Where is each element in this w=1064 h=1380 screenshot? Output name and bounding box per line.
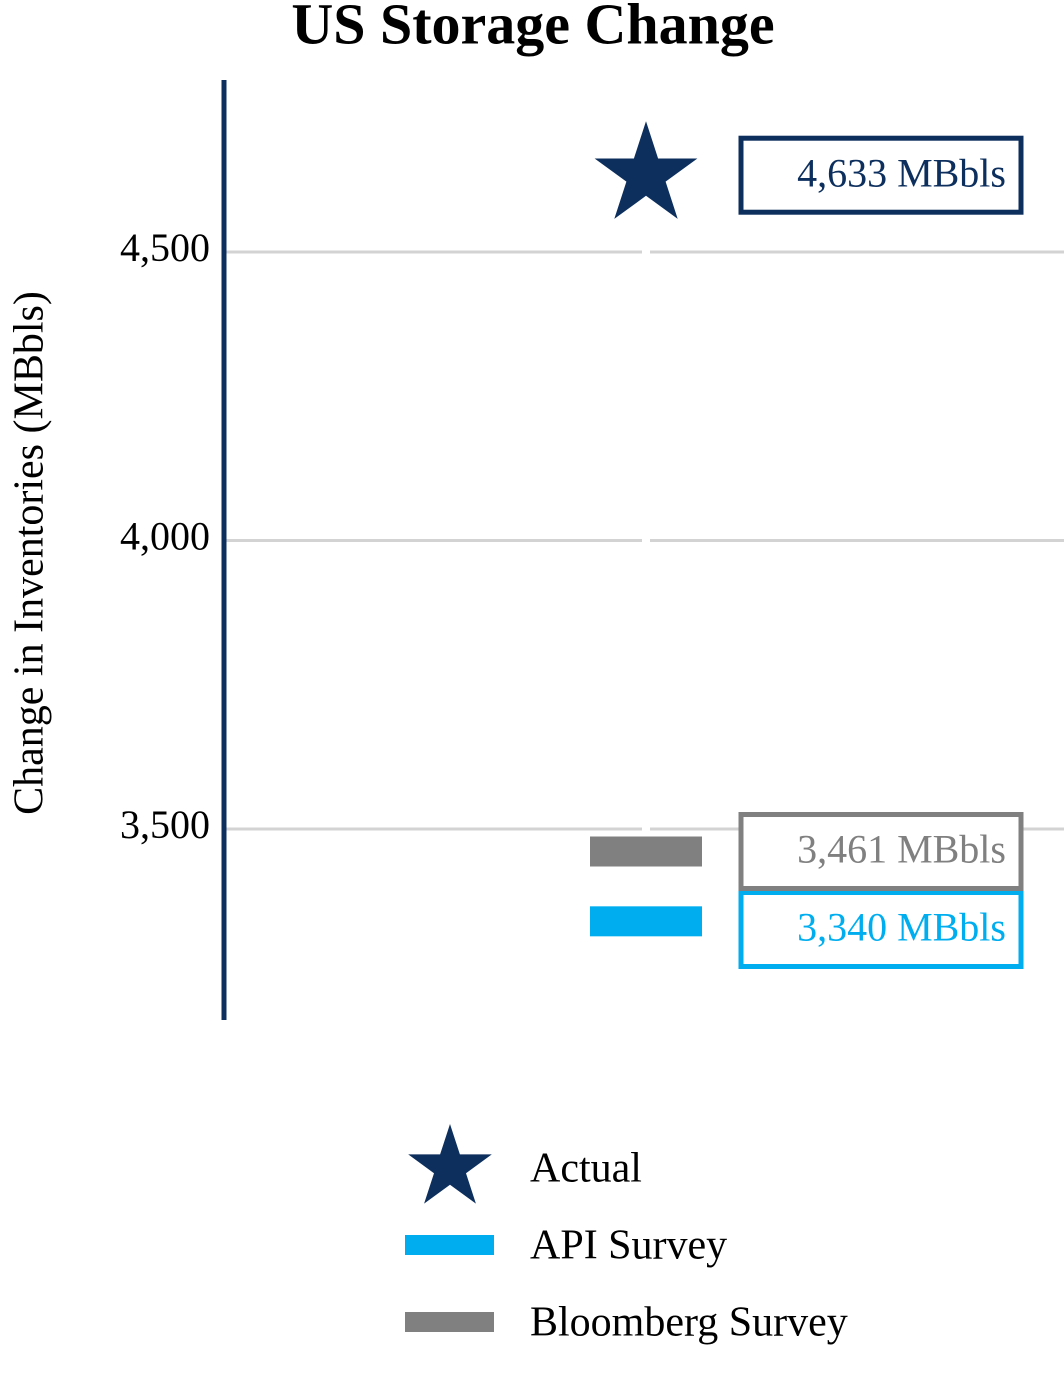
dash-marker bbox=[590, 906, 702, 937]
legend-marker bbox=[405, 1235, 494, 1255]
y-axis-label: Change in Inventories (MBbls) bbox=[7, 291, 53, 815]
legend-label: Bloomberg Survey bbox=[530, 1300, 848, 1346]
value-label: 4,633 MBbls bbox=[797, 150, 1006, 195]
legend-marker bbox=[408, 1124, 492, 1204]
dash-marker bbox=[590, 836, 702, 867]
star-marker bbox=[594, 121, 698, 219]
chart-title: US Storage Change bbox=[291, 0, 774, 56]
legend-marker bbox=[405, 1312, 494, 1332]
value-label-box bbox=[738, 812, 1024, 892]
legend-label: Actual bbox=[530, 1146, 642, 1192]
value-label-box bbox=[738, 135, 1024, 215]
y-tick-label: 4,000 bbox=[120, 514, 210, 559]
y-tick-label: 3,500 bbox=[120, 802, 210, 847]
value-label: 3,461 MBbls bbox=[797, 827, 1006, 872]
value-label-box bbox=[738, 890, 1024, 970]
y-tick-label: 4,500 bbox=[120, 225, 210, 270]
legend-label: API Survey bbox=[530, 1223, 727, 1269]
value-label: 3,340 MBbls bbox=[797, 905, 1006, 950]
